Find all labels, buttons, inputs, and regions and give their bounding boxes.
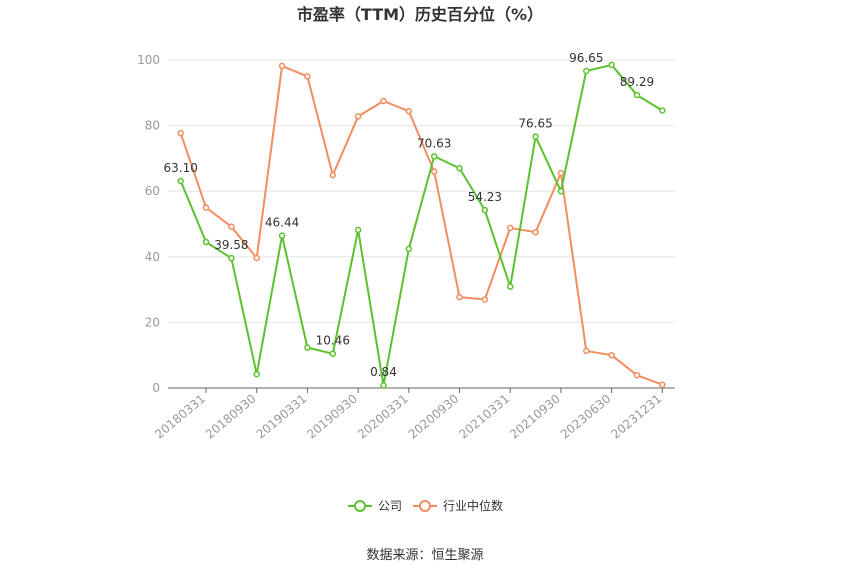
series-layer xyxy=(177,61,666,389)
data-point xyxy=(304,73,311,80)
data-point xyxy=(405,107,413,115)
data-point xyxy=(608,61,615,69)
data-point xyxy=(659,107,666,114)
data-point xyxy=(228,254,235,262)
y-tick-label: 80 xyxy=(145,119,160,133)
data-point xyxy=(278,62,286,70)
data-point xyxy=(354,113,362,120)
data-label: 89.29 xyxy=(620,75,654,89)
data-point xyxy=(354,226,362,234)
data-point xyxy=(659,381,666,388)
data-point xyxy=(380,97,387,105)
series-line-0 xyxy=(179,63,663,387)
x-tick-label: 20190331 xyxy=(254,392,310,442)
data-point xyxy=(608,351,615,359)
x-tick-label: 20190930 xyxy=(304,392,360,442)
data-label: 76.65 xyxy=(518,117,552,131)
data-point xyxy=(456,293,463,301)
data-point xyxy=(633,91,641,99)
data-label: 46.44 xyxy=(265,216,299,230)
data-point xyxy=(253,254,260,262)
data-point xyxy=(557,169,565,177)
y-tick-label: 40 xyxy=(145,250,160,264)
legend-marker xyxy=(354,500,366,512)
data-labels: 63.10 39.58 46.44 10.46 0.84 70.63 54.23 76.65 9… xyxy=(163,51,654,379)
legend-marker xyxy=(419,500,431,512)
data-point xyxy=(557,187,565,195)
data-point xyxy=(202,238,210,246)
data-point xyxy=(583,67,590,75)
x-tick-label: 20210331 xyxy=(456,392,512,442)
data-point xyxy=(583,347,590,355)
data-point xyxy=(177,177,184,185)
data-point xyxy=(228,223,235,230)
y-tick-label: 20 xyxy=(145,315,160,329)
legend: 公司 行业中位数 xyxy=(348,498,503,513)
data-point xyxy=(506,224,514,232)
y-tick-label: 60 xyxy=(145,184,160,198)
source-text: 数据来源：恒生聚源 xyxy=(366,548,483,563)
data-point xyxy=(481,206,489,214)
data-point xyxy=(253,370,260,378)
x-tick-label: 20200331 xyxy=(355,392,411,442)
data-label: 63.10 xyxy=(163,161,197,175)
legend-label: 公司 xyxy=(378,499,402,513)
grid xyxy=(168,59,675,323)
data-label: 70.63 xyxy=(417,136,451,150)
x-tick-label: 20180331 xyxy=(152,392,208,442)
chart-title: 市盈率（TTM）历史百分位（%） xyxy=(297,5,543,24)
y-axis: 0 20 40 60 80 100 xyxy=(137,53,160,395)
data-label: 39.58 xyxy=(214,238,248,252)
data-point xyxy=(633,371,641,379)
data-label: 10.46 xyxy=(316,334,350,348)
x-axis: 2018033120180930201903312019093020200331… xyxy=(152,387,675,442)
data-point xyxy=(405,245,413,253)
data-point xyxy=(481,296,489,303)
data-point xyxy=(329,171,337,179)
y-tick-label: 100 xyxy=(137,53,160,67)
x-tick-label: 20231231 xyxy=(608,392,664,442)
data-point xyxy=(304,344,311,351)
data-point xyxy=(456,164,463,172)
data-point xyxy=(430,168,438,175)
x-tick-label: 20230630 xyxy=(558,392,614,442)
data-point xyxy=(202,204,210,211)
data-label: 96.65 xyxy=(569,51,603,65)
data-point xyxy=(278,232,286,239)
legend-label: 行业中位数 xyxy=(443,498,503,513)
x-tick-label: 20210930 xyxy=(507,392,563,442)
data-point xyxy=(532,228,539,236)
x-tick-label: 20180930 xyxy=(203,392,259,442)
data-point xyxy=(532,133,539,140)
data-point xyxy=(506,283,514,290)
x-tick-label: 20200930 xyxy=(406,392,462,442)
data-point xyxy=(380,381,387,389)
data-point xyxy=(430,153,438,160)
data-point xyxy=(329,350,337,357)
y-tick-label: 0 xyxy=(152,381,160,395)
data-point xyxy=(177,129,184,137)
data-label: 54.23 xyxy=(468,190,502,204)
data-label: 0.84 xyxy=(370,365,397,379)
series-line-1 xyxy=(179,64,663,386)
